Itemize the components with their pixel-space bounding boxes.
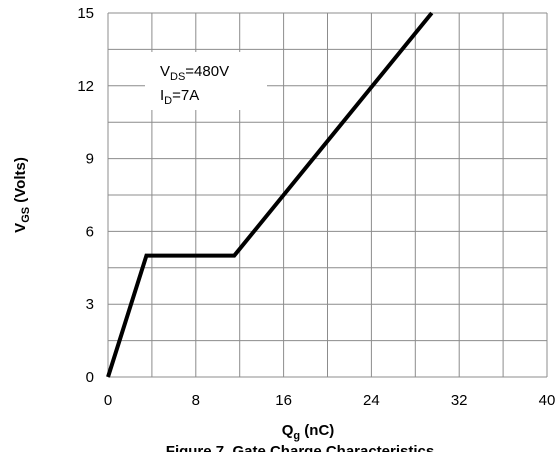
plot bbox=[106, 11, 434, 378]
y-tick-label: 6 bbox=[86, 223, 94, 240]
chart-title: Figure 7. Gate Charge Characteristics bbox=[166, 443, 434, 452]
x-tick-label: 0 bbox=[104, 392, 112, 409]
y-tick-label: 15 bbox=[77, 5, 94, 22]
series-line bbox=[106, 11, 434, 378]
y-tick-label: 3 bbox=[86, 296, 94, 313]
y-tick-label: 9 bbox=[86, 151, 94, 168]
annotation: VDS=480V bbox=[160, 63, 229, 83]
annotation: ID=7A bbox=[160, 87, 199, 107]
y-tick-label: 12 bbox=[77, 78, 94, 95]
y-tick-label: 0 bbox=[86, 369, 94, 386]
x-tick-label: 16 bbox=[275, 392, 292, 409]
x-tick-label: 8 bbox=[192, 392, 200, 409]
x-tick-label: 24 bbox=[363, 392, 380, 409]
x-tick-label: 40 bbox=[539, 392, 556, 409]
grid bbox=[107, 12, 548, 378]
y-axis-label: VGS (Volts) bbox=[12, 157, 32, 233]
annotation-box bbox=[145, 52, 267, 110]
x-axis-label: Qg (nC) bbox=[282, 422, 335, 442]
x-tick-label: 32 bbox=[451, 392, 468, 409]
